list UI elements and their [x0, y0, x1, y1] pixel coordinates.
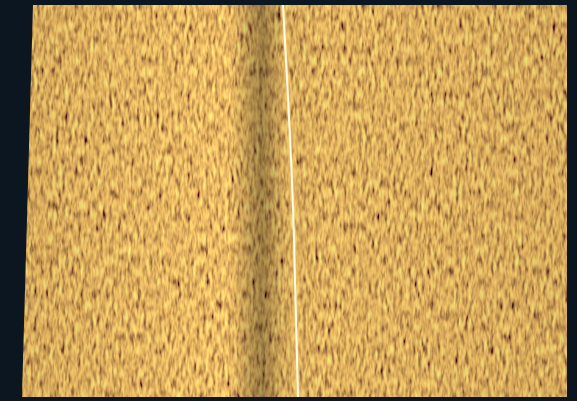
echo-line — [282, 5, 299, 397]
